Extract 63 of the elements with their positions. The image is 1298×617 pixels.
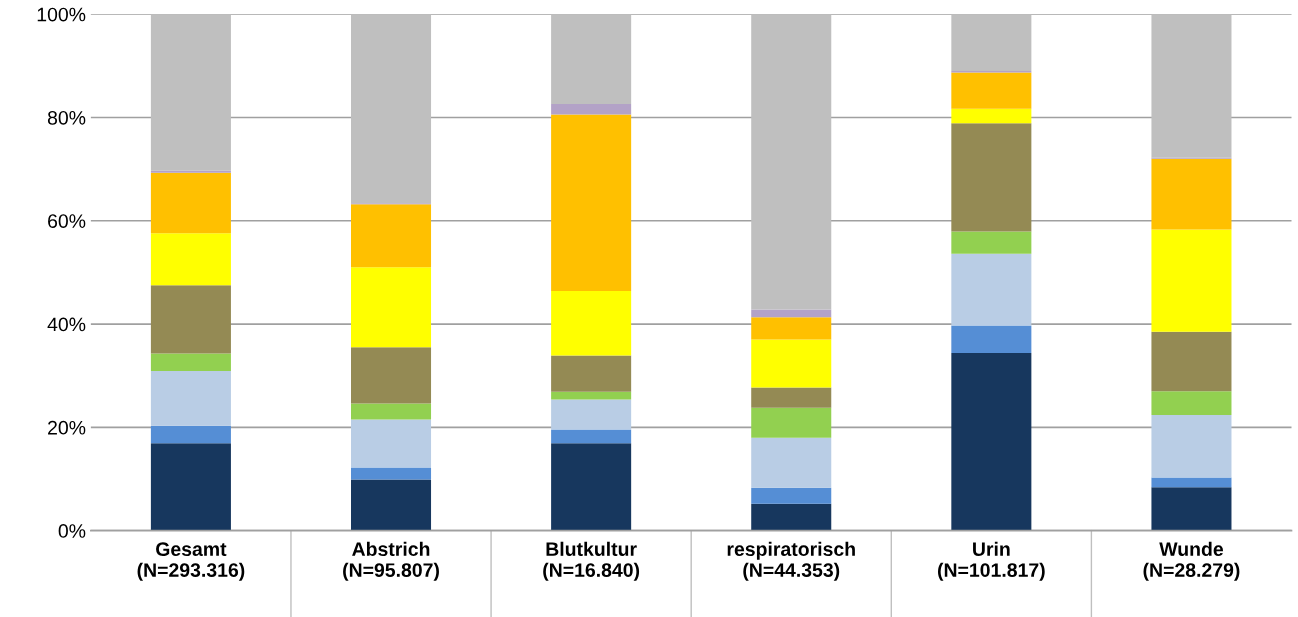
bar: [551, 399, 632, 430]
bar: [351, 267, 432, 348]
x-tick-label: respiratorisch (N=44.353): [727, 541, 855, 581]
x-tick-label: Wunde (N=28.279): [1143, 541, 1240, 581]
bar: [551, 14, 632, 105]
bar: [951, 108, 1032, 124]
bar: [551, 104, 632, 115]
bar: [150, 170, 231, 173]
bar: [751, 339, 832, 388]
bar: [1151, 391, 1232, 415]
bar: [351, 347, 432, 404]
bar: [150, 425, 231, 444]
bar: [150, 172, 231, 234]
bar: [351, 14, 432, 204]
y-tick-label: 80%: [47, 110, 86, 125]
bar: [1151, 158, 1232, 230]
bar: [751, 487, 832, 504]
bar: [551, 443, 632, 531]
bar: [150, 14, 231, 171]
bar: [751, 503, 832, 531]
y-tick-label: 60%: [48, 214, 86, 228]
bar: [1151, 331, 1232, 392]
x-tick-label: Gesamt (N=293.316): [137, 542, 245, 581]
x-tick-label: Blutkultur (N=16.840): [543, 541, 640, 581]
bar: [551, 391, 632, 400]
bar: [1151, 487, 1232, 531]
bar: [751, 387, 832, 408]
bar: [751, 309, 832, 318]
bar: [1151, 477, 1232, 488]
bar: [951, 72, 1032, 109]
bar: [150, 233, 231, 286]
bar: [951, 253, 1032, 326]
bar: [951, 325, 1032, 353]
bar: [551, 429, 632, 444]
bar: [150, 285, 231, 354]
y-tick-label: 20%: [48, 420, 86, 435]
bar: [951, 352, 1032, 531]
bar: [751, 407, 832, 438]
bar: [351, 204, 432, 268]
y-tick-label: 100%: [37, 7, 86, 22]
x-tick-label: Urin (N=101.817): [938, 541, 1045, 581]
x-tick-label: Abstrich (N=95.807): [343, 541, 439, 581]
bar: [551, 355, 632, 392]
bar: [751, 437, 832, 488]
bar: [1151, 414, 1232, 478]
bar: [351, 419, 432, 468]
y-tick-label: 40%: [47, 317, 86, 332]
y-tick-label: 0%: [58, 524, 86, 538]
bar: [551, 114, 632, 291]
bar: [351, 479, 432, 531]
bar: [951, 14, 1032, 71]
bar: [551, 291, 632, 356]
bar: [351, 467, 432, 480]
bar: [751, 317, 832, 340]
bar: [751, 14, 832, 310]
bar: [1151, 14, 1232, 158]
bar: [150, 353, 231, 372]
bar: [951, 231, 1032, 254]
bar: [1151, 229, 1232, 332]
bar: [150, 371, 231, 426]
bar: [351, 403, 432, 420]
bar: [951, 123, 1032, 232]
bar: [150, 443, 231, 531]
